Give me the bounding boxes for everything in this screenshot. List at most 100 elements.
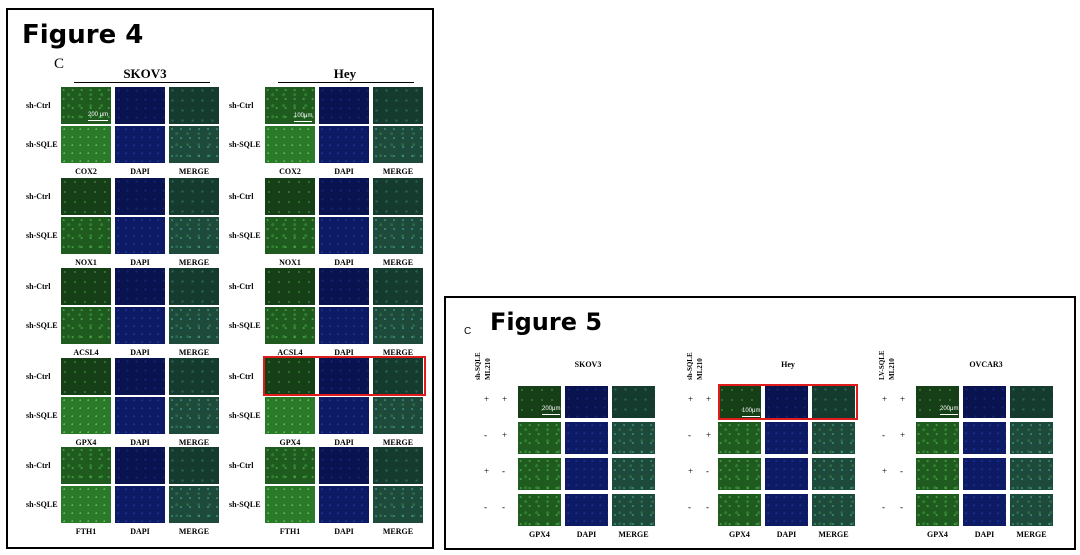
scale-bar-label: 200μm xyxy=(542,406,561,415)
micrograph-tile xyxy=(169,358,219,395)
column-caption: MERGE xyxy=(382,527,414,536)
treatment-label: sh-SQLE xyxy=(474,352,482,380)
column-caption: GPX4 xyxy=(529,530,550,539)
micrograph-tile xyxy=(169,268,219,305)
row-label: sh-SQLE xyxy=(229,140,261,149)
micrograph-tile xyxy=(565,422,608,454)
micrograph-tile xyxy=(916,458,959,490)
highlight-box xyxy=(718,384,858,420)
column-caption: DAPI xyxy=(130,258,150,267)
micrograph-tile xyxy=(169,126,219,163)
row-label: sh-SQLE xyxy=(26,411,58,420)
treatment-sign: - xyxy=(706,502,709,512)
micrograph-tile xyxy=(61,447,111,484)
micrograph-tile xyxy=(1010,494,1053,526)
micrograph-tile xyxy=(612,422,655,454)
micrograph-tile xyxy=(373,397,423,434)
micrograph-tile xyxy=(265,268,315,305)
column-caption: DAPI xyxy=(334,348,354,357)
treatment-label: ML210 xyxy=(484,358,492,380)
micrograph-tile xyxy=(61,397,111,434)
micrograph-tile xyxy=(373,307,423,344)
treatment-sign: - xyxy=(484,502,487,512)
micrograph-tile xyxy=(115,358,165,395)
micrograph-tile xyxy=(115,307,165,344)
row-label: sh-Ctrl xyxy=(26,192,51,201)
micrograph-tile xyxy=(718,458,761,490)
micrograph-tile xyxy=(963,494,1006,526)
micrograph-tile xyxy=(169,307,219,344)
treatment-sign: + xyxy=(688,466,694,476)
row-label: sh-SQLE xyxy=(26,140,58,149)
treatment-label: sh-SQLE xyxy=(686,352,694,380)
micrograph-tile xyxy=(373,126,423,163)
row-label: sh-SQLE xyxy=(229,500,261,509)
column-caption: DAPI xyxy=(130,438,150,447)
micrograph-tile xyxy=(319,268,369,305)
cell-line-hey: Hey xyxy=(333,66,357,81)
micrograph-tile xyxy=(61,486,111,523)
micrograph-tile xyxy=(61,307,111,344)
row-label: sh-SQLE xyxy=(229,321,261,330)
micrograph-tile xyxy=(1010,386,1053,418)
column-caption: GPX4 xyxy=(927,530,948,539)
cell-line-underline xyxy=(278,82,414,83)
scale-bar-label: 100μm xyxy=(294,113,313,122)
micrograph-tile xyxy=(765,458,808,490)
scale-bar-label: 100μm xyxy=(742,408,761,417)
micrograph-tile xyxy=(518,494,561,526)
treatment-sign: - xyxy=(502,502,505,512)
micrograph-tile xyxy=(518,386,561,418)
micrograph-tile xyxy=(265,87,315,124)
micrograph-tile xyxy=(373,178,423,215)
micrograph-tile xyxy=(115,397,165,434)
row-label: sh-Ctrl xyxy=(26,372,51,381)
micrograph-tile xyxy=(265,178,315,215)
micrograph-tile xyxy=(115,268,165,305)
column-caption: MERGE xyxy=(178,167,210,176)
micrograph-tile xyxy=(61,178,111,215)
row-label: sh-Ctrl xyxy=(26,101,51,110)
micrograph-tile xyxy=(319,87,369,124)
column-caption: MERGE xyxy=(382,167,414,176)
micrograph-tile xyxy=(319,486,369,523)
figure-5-title: Figure 5 xyxy=(490,308,603,336)
micrograph-tile xyxy=(319,358,369,395)
row-label: sh-SQLE xyxy=(229,411,261,420)
micrograph-tile xyxy=(169,87,219,124)
column-caption: ACSL4 xyxy=(73,348,99,357)
micrograph-tile xyxy=(265,217,315,254)
row-label: sh-SQLE xyxy=(26,231,58,240)
micrograph-tile xyxy=(765,494,808,526)
micrograph-tile xyxy=(765,386,808,418)
micrograph-tile xyxy=(373,87,423,124)
treatment-sign: + xyxy=(484,394,490,404)
micrograph-tile xyxy=(115,447,165,484)
treatment-sign: - xyxy=(688,430,691,440)
micrograph-tile xyxy=(265,397,315,434)
micrograph-tile xyxy=(373,268,423,305)
column-caption: COX2 xyxy=(279,167,301,176)
treatment-sign: - xyxy=(502,466,505,476)
treatment-label: LV-SQLE xyxy=(878,350,886,380)
row-label: sh-Ctrl xyxy=(26,461,51,470)
micrograph-tile xyxy=(115,486,165,523)
micrograph-tile xyxy=(265,447,315,484)
row-label: sh-Ctrl xyxy=(229,282,254,291)
micrograph-tile xyxy=(169,217,219,254)
micrograph-tile xyxy=(61,268,111,305)
column-caption: DAPI xyxy=(334,167,354,176)
panel-letter: C xyxy=(54,56,65,72)
micrograph-tile xyxy=(61,358,111,395)
column-caption: COX2 xyxy=(75,167,97,176)
cell-line-underline xyxy=(74,82,210,83)
column-caption: DAPI xyxy=(974,530,995,539)
micrograph-tile xyxy=(612,458,655,490)
column-caption: GPX4 xyxy=(75,438,97,447)
micrograph-tile xyxy=(169,397,219,434)
column-caption: FTH1 xyxy=(279,527,301,536)
micrograph-tile xyxy=(765,422,808,454)
column-caption: GPX4 xyxy=(279,438,301,447)
micrograph-tile xyxy=(565,386,608,418)
micrograph-tile xyxy=(319,217,369,254)
